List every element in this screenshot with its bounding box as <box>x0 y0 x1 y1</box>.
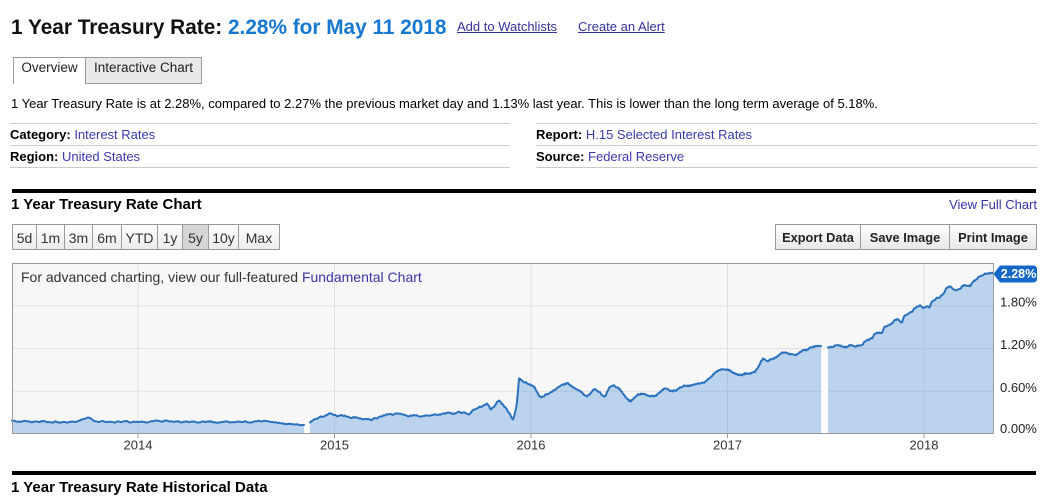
svg-text:2015: 2015 <box>320 438 349 453</box>
svg-text:2017: 2017 <box>713 438 742 453</box>
svg-text:0.00%: 0.00% <box>1000 421 1037 436</box>
svg-text:1.20%: 1.20% <box>1000 337 1037 352</box>
svg-text:2016: 2016 <box>517 438 546 453</box>
svg-text:1.80%: 1.80% <box>1000 294 1037 309</box>
svg-text:0.60%: 0.60% <box>1000 380 1037 395</box>
svg-text:2.28%: 2.28% <box>1001 267 1036 281</box>
svg-text:2018: 2018 <box>910 438 939 453</box>
svg-text:2014: 2014 <box>124 438 153 453</box>
